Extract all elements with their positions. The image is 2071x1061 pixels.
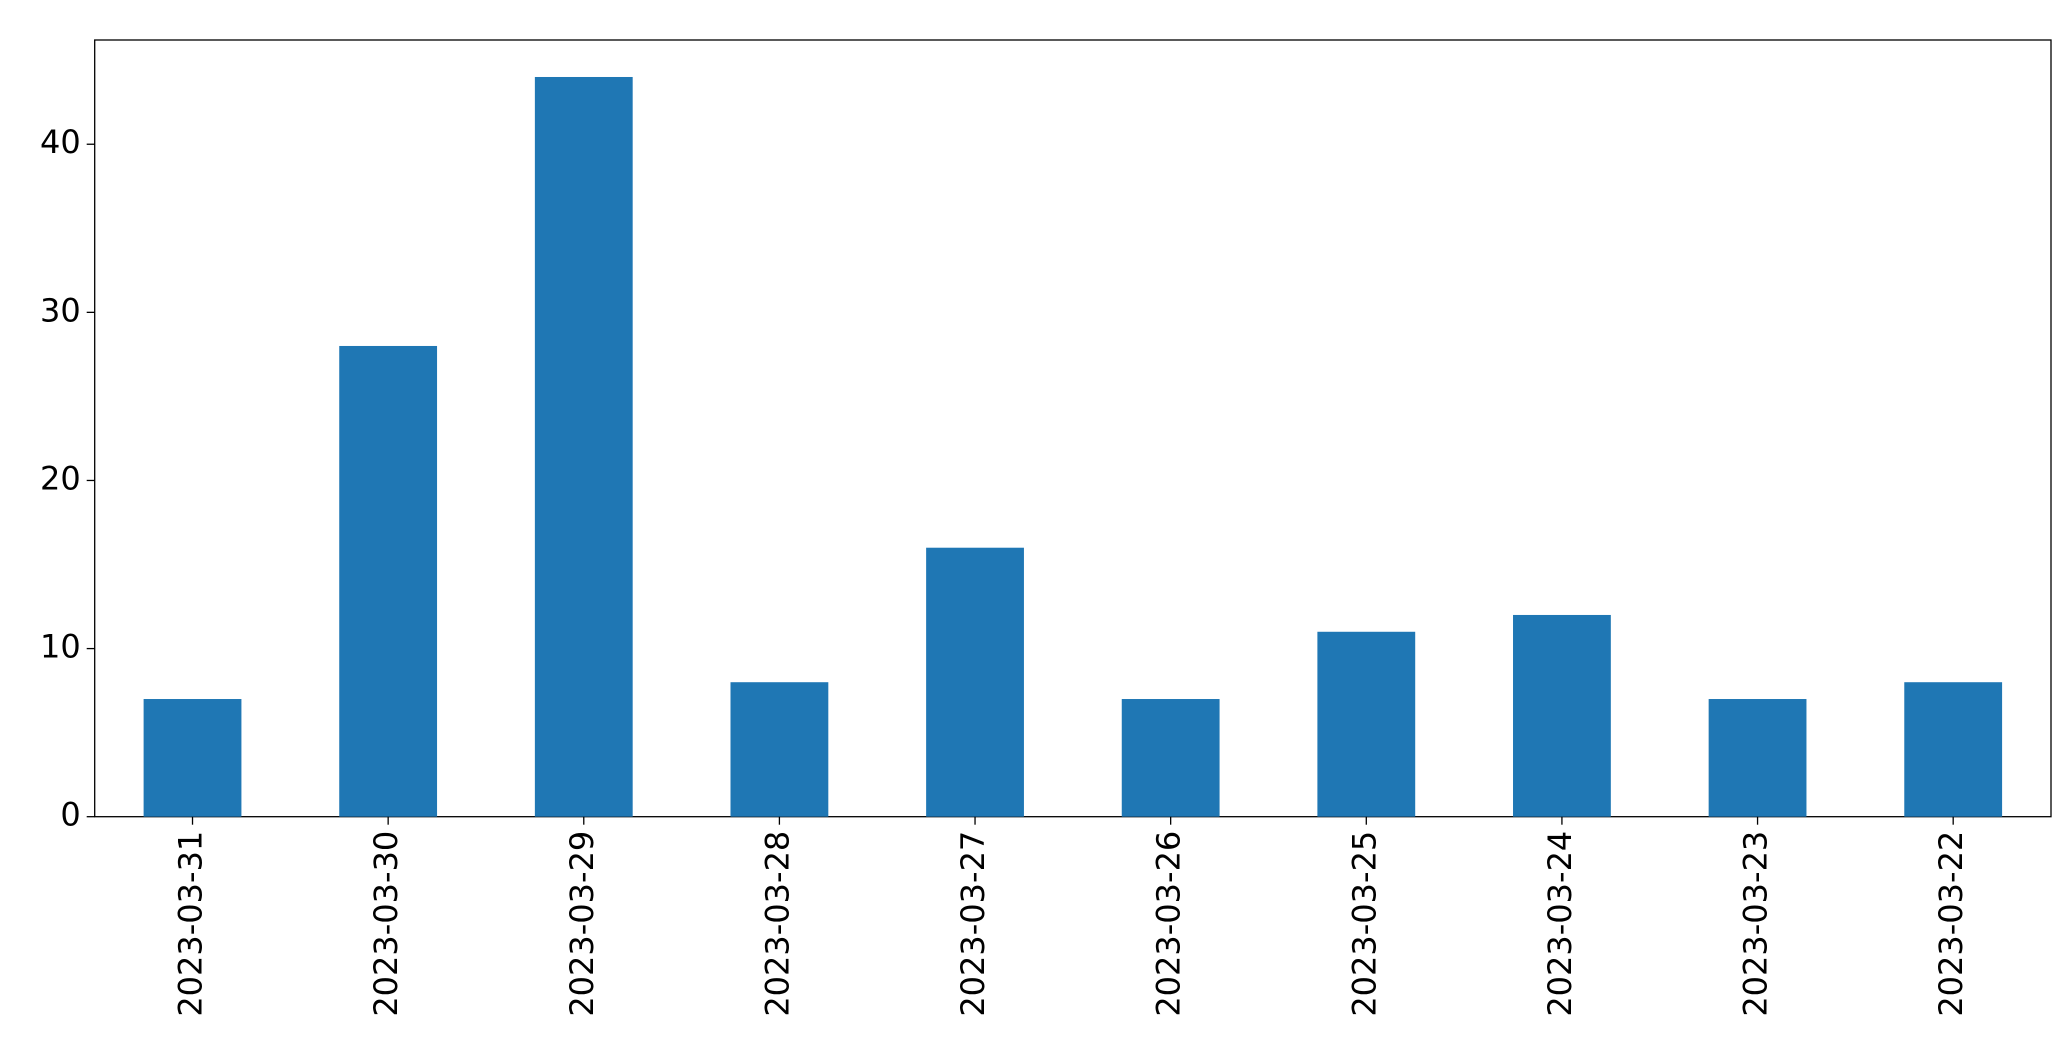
bar [1904,682,2003,817]
x-tick-label: 2023-03-25 [1345,831,1383,1017]
bar [730,682,829,817]
bar [534,76,633,817]
plot-frame [94,39,2052,818]
x-tick-label: 2023-03-26 [1150,831,1188,1017]
bar [1121,699,1220,817]
bar [1317,631,1416,817]
x-tick-label: 2023-03-24 [1541,831,1579,1017]
bar [143,699,242,817]
bar [1513,614,1611,817]
x-tick-label: 2023-03-31 [172,831,210,1017]
x-tick-label: 2023-03-27 [954,831,992,1017]
x-tick-label: 2023-03-23 [1737,831,1775,1017]
y-tick-label: 20 [40,459,81,497]
x-tick-label: 2023-03-22 [1932,831,1970,1017]
x-tick-label: 2023-03-28 [758,831,796,1017]
y-tick-label: 0 [60,796,80,834]
y-tick-label: 40 [40,123,81,161]
bar [926,547,1024,817]
y-tick-label: 30 [40,291,81,329]
y-tick-label: 10 [40,628,81,666]
x-tick-label: 2023-03-29 [563,831,601,1017]
bar [339,345,438,817]
bar [1708,699,1807,817]
x-tick-label: 2023-03-30 [367,831,405,1017]
